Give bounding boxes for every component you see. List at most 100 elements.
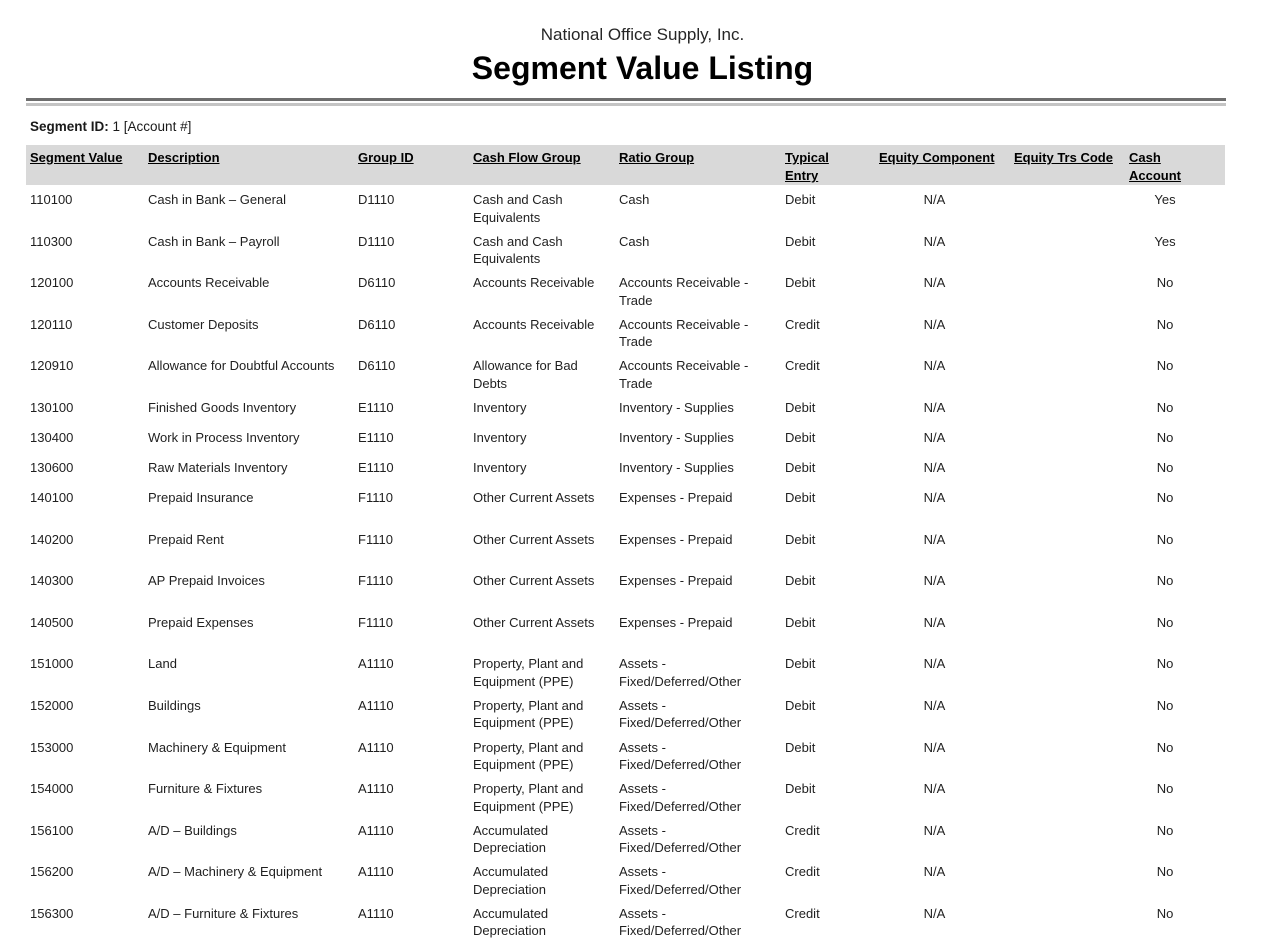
cell-typical-entry: Debit <box>785 489 816 505</box>
report-header: National Office Supply, Inc. Segment Val… <box>0 0 1285 88</box>
cell-equity-component: N/A <box>923 358 946 374</box>
cell-segment-value: 110300 <box>30 233 73 249</box>
cell-group-id: F1110 <box>358 489 393 505</box>
cell-equity-component: N/A <box>923 822 946 838</box>
cell-cash-account: No <box>1156 316 1174 332</box>
column-header-cash-account: Cash Account <box>1129 150 1181 183</box>
table-row: 152000 Buildings A1110 Property, Plant and … <box>26 691 1225 733</box>
cell-group-id: A1110 <box>358 905 394 921</box>
cell-segment-value: 156300 <box>30 905 74 921</box>
cell-typical-entry: Debit <box>785 573 816 589</box>
cell-description: Customer Deposits <box>148 316 259 332</box>
cell-equity-component: N/A <box>923 459 946 475</box>
column-header-cash-flow-group: Cash Flow Group <box>473 150 581 165</box>
cell-typical-entry: Debit <box>785 233 816 249</box>
cell-segment-value: 140500 <box>30 614 74 630</box>
cell-group-id: A1110 <box>358 864 394 880</box>
cell-equity-component: N/A <box>923 614 946 630</box>
cell-equity-component: N/A <box>923 656 946 672</box>
cell-ratio-group: Inventory - Supplies <box>619 459 734 475</box>
cell-cash-account: Yes <box>1154 192 1176 207</box>
cell-typical-entry: Debit <box>785 781 816 797</box>
company-name: National Office Supply, Inc. <box>540 25 745 44</box>
cell-equity-component: N/A <box>923 531 946 547</box>
cell-cash-flow-group: Property, Plant and Equipment (PPE) <box>473 781 584 814</box>
cell-segment-value: 130100 <box>30 399 74 415</box>
cell-group-id: D6110 <box>358 275 396 291</box>
table-row: 140100 Prepaid Insurance F1110 Other Curren… <box>26 483 1225 525</box>
cell-segment-value: 130400 <box>30 429 74 445</box>
table-row: 120100 Accounts Receivable D6110 Accounts R… <box>26 268 1225 310</box>
cell-ratio-group: Expenses - Prepaid <box>619 573 733 589</box>
cell-segment-value: 152000 <box>30 697 74 713</box>
header-divider <box>26 98 1226 106</box>
cell-typical-entry: Debit <box>785 656 816 672</box>
table-row: 120910 Allowance for Doubtful Accounts D61… <box>26 351 1225 393</box>
table-row: 151000 Land A1110 Property, Plant and Equip… <box>26 649 1225 691</box>
cell-equity-component: N/A <box>923 573 946 589</box>
cell-equity-component: N/A <box>923 429 946 445</box>
cell-segment-value: 156100 <box>30 822 74 838</box>
cell-ratio-group: Accounts Receivable - Trade <box>619 275 749 308</box>
cell-segment-value: 151000 <box>30 656 74 672</box>
column-header-typical-entry: Typical Entry <box>785 150 829 183</box>
cell-ratio-group: Assets - Fixed/Deferred/Other <box>619 656 742 689</box>
cell-typical-entry: Debit <box>785 531 816 547</box>
cell-cash-flow-group: Accounts Receivable <box>473 275 595 291</box>
cell-ratio-group: Assets - Fixed/Deferred/Other <box>619 697 742 731</box>
cell-cash-flow-group: Property, Plant and Equipment (PPE) <box>473 739 584 773</box>
cell-equity-component: N/A <box>923 316 946 332</box>
table-body: 110100 Cash in Bank – General D1110 Cash an… <box>26 185 1225 939</box>
cell-cash-account: Yes <box>1154 233 1176 249</box>
cell-description: Raw Materials Inventory <box>148 459 288 475</box>
cell-cash-flow-group: Accumulated Depreciation <box>473 822 549 856</box>
cell-typical-entry: Credit <box>785 905 820 921</box>
cell-cash-flow-group: Other Current Assets <box>473 531 595 547</box>
cell-ratio-group: Assets - Fixed/Deferred/Other <box>619 905 742 939</box>
cell-group-id: A1110 <box>358 781 394 797</box>
cell-typical-entry: Debit <box>785 459 816 475</box>
cell-ratio-group: Inventory - Supplies <box>619 429 734 445</box>
cell-group-id: D1110 <box>358 192 395 207</box>
table-header-row: Segment Value Description Group ID Cash Flo… <box>26 145 1225 185</box>
column-header-ratio-group: Ratio Group <box>619 150 695 165</box>
cell-description: AP Prepaid Invoices <box>148 573 265 589</box>
cell-cash-flow-group: Other Current Assets <box>473 489 595 505</box>
cell-segment-value: 153000 <box>30 739 74 755</box>
table-row: 154000 Furniture & Fixtures A1110 Property,… <box>26 774 1225 816</box>
cell-segment-value: 140200 <box>30 531 74 547</box>
cell-equity-component: N/A <box>923 739 946 755</box>
cell-segment-value: 156200 <box>30 864 74 880</box>
column-header-equity-component: Equity Component <box>879 150 995 165</box>
cell-typical-entry: Debit <box>785 275 816 291</box>
cell-description: Prepaid Rent <box>148 531 224 547</box>
cell-description: Accounts Receivable <box>148 275 270 291</box>
cell-typical-entry: Debit <box>785 192 816 207</box>
cell-ratio-group: Assets - Fixed/Deferred/Other <box>619 781 742 814</box>
cell-segment-value: 130600 <box>30 459 74 475</box>
cell-group-id: F1110 <box>358 614 393 630</box>
cell-equity-component: N/A <box>923 864 946 880</box>
cell-cash-account: No <box>1156 429 1174 445</box>
cell-description: Buildings <box>148 697 201 713</box>
cell-group-id: F1110 <box>358 531 393 547</box>
table-row: 130400 Work in Process Inventory E1110 Inve… <box>26 423 1225 453</box>
cell-cash-account: No <box>1156 358 1174 374</box>
cell-cash-flow-group: Inventory <box>473 399 527 415</box>
cell-ratio-group: Inventory - Supplies <box>619 399 734 415</box>
cell-cash-account: No <box>1156 781 1174 797</box>
cell-ratio-group: Expenses - Prepaid <box>619 489 733 505</box>
table-row: 156300 A/D – Furniture & Fixtures A1110 Acc… <box>26 899 1225 939</box>
table-row: 156100 A/D – Buildings A1110 Accumulated De… <box>26 816 1225 858</box>
report-title: Segment Value Listing <box>471 50 814 86</box>
cell-ratio-group: Cash <box>619 192 650 207</box>
cell-segment-value: 120110 <box>30 316 73 332</box>
cell-equity-component: N/A <box>923 192 946 207</box>
table-row: 153000 Machinery & Equipment A1110 Property… <box>26 733 1225 775</box>
cell-ratio-group: Expenses - Prepaid <box>619 614 733 630</box>
cell-description: Prepaid Insurance <box>148 489 254 505</box>
cell-group-id: A1110 <box>358 822 394 838</box>
segment-id-label: Segment ID: <box>30 119 109 134</box>
cell-description: A/D – Buildings <box>148 822 237 838</box>
